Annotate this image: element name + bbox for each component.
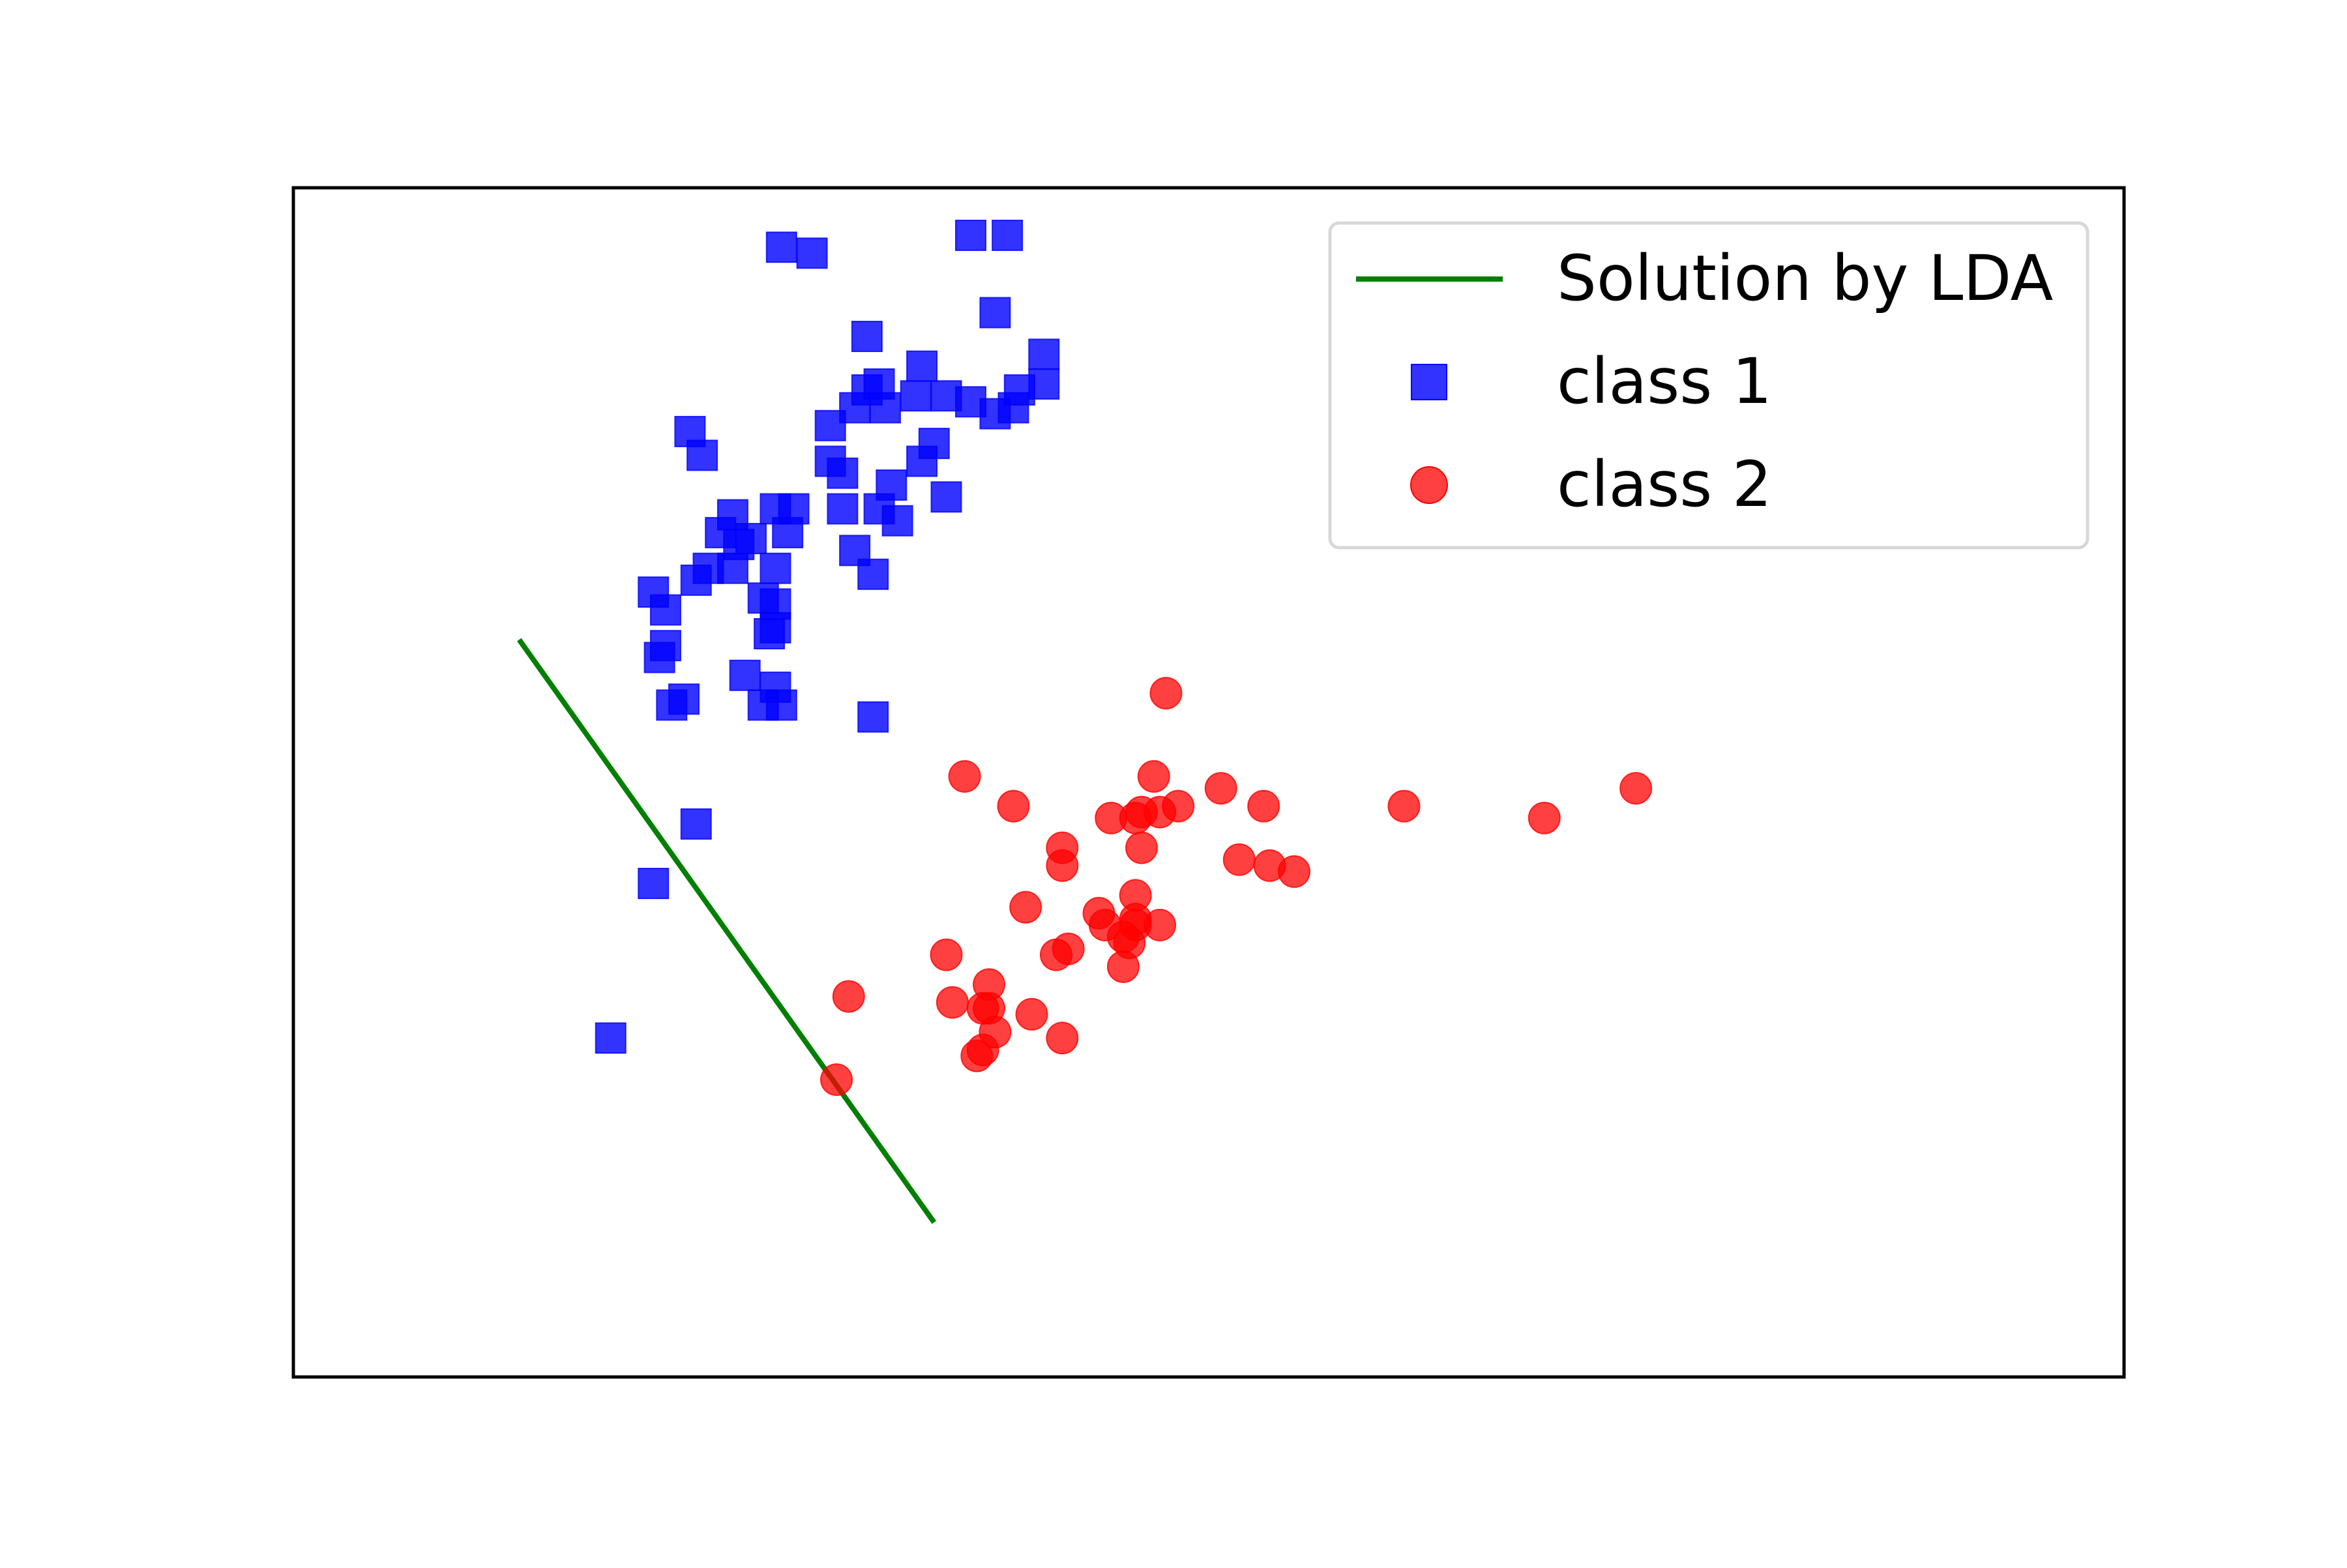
class2-point: [832, 980, 865, 1013]
class1-point: [595, 1022, 627, 1054]
class1-point: [735, 523, 767, 555]
class1-point: [716, 552, 748, 584]
class1-point: [680, 808, 712, 840]
class2-point: [1095, 801, 1128, 835]
class2-point: [1046, 1022, 1079, 1055]
class1-point: [857, 701, 889, 733]
class1-point: [954, 219, 986, 251]
class2-point: [1137, 760, 1170, 793]
class2-point: [1222, 843, 1256, 876]
class2-point: [979, 1016, 1012, 1049]
class2-point: [936, 986, 969, 1019]
class1-point: [686, 439, 718, 471]
class2-point: [1046, 849, 1079, 882]
legend-label: class 1: [1557, 345, 1772, 418]
class1-point: [680, 564, 712, 596]
class2-point: [1204, 772, 1237, 805]
class2-point: [1009, 891, 1042, 924]
class1-point: [668, 683, 700, 715]
series-class-2: [820, 677, 1653, 1096]
class1-point: [930, 481, 962, 513]
lda-line-layer: [517, 638, 937, 1224]
class2-point: [930, 938, 963, 971]
class1-point: [979, 297, 1011, 329]
class2-point: [1149, 677, 1183, 710]
legend-circle-icon: [1410, 466, 1448, 504]
class2-point: [1040, 938, 1072, 971]
class2-point: [1015, 998, 1048, 1031]
class1-point: [796, 237, 828, 269]
class2-point: [1144, 908, 1177, 941]
class2-point: [1278, 855, 1311, 888]
class2-point: [1387, 790, 1421, 823]
class2-point: [997, 790, 1030, 823]
class1-point: [851, 321, 883, 352]
legend: Solution by LDA class 1 class 2: [1328, 221, 2089, 550]
class2-point: [948, 760, 981, 793]
lda-solution-line: [517, 638, 937, 1224]
class1-point: [863, 368, 895, 400]
class1-point: [765, 231, 797, 263]
class1-point: [827, 493, 859, 525]
class1-point: [729, 659, 761, 691]
class1-point: [906, 445, 938, 477]
class1-point: [638, 868, 670, 900]
class2-point: [1106, 950, 1140, 983]
class1-point: [992, 219, 1024, 251]
class1-point: [900, 380, 932, 412]
class2-point: [1619, 772, 1653, 805]
class1-point: [772, 516, 804, 548]
class1-point: [765, 689, 797, 721]
class1-point: [827, 457, 859, 489]
points-layer: [595, 219, 1653, 1096]
class2-point: [820, 1063, 853, 1096]
legend-label: Solution by LDA: [1557, 242, 2053, 315]
legend-square-icon: [1411, 364, 1447, 400]
series-class-1: [595, 219, 1060, 1054]
legend-label: class 2: [1557, 448, 1772, 521]
class2-point: [1125, 831, 1159, 865]
class1-point: [857, 558, 889, 590]
class1-point: [1003, 374, 1035, 406]
class2-point: [960, 1039, 994, 1072]
class1-point: [906, 350, 938, 382]
class2-point: [1528, 801, 1561, 835]
class1-point: [638, 576, 670, 608]
legend-box: [1328, 221, 2089, 550]
class1-point: [1028, 338, 1060, 370]
class1-point: [863, 493, 895, 525]
class1-point: [760, 552, 791, 584]
class1-point: [754, 618, 786, 649]
class2-point: [1247, 790, 1280, 823]
class1-point: [643, 642, 675, 673]
